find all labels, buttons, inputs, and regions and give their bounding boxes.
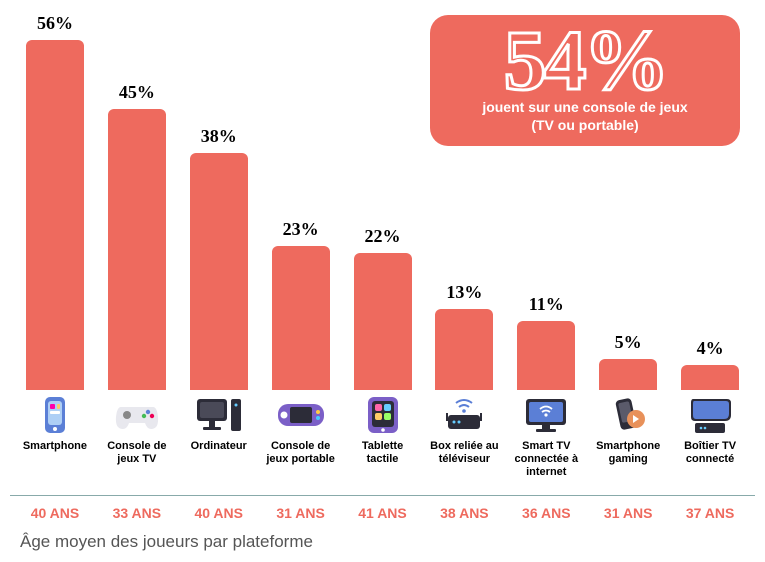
bar-column: 56% (20, 10, 90, 390)
platform-label: Tablette tactile (348, 440, 418, 480)
bar-column: 13% (429, 10, 499, 390)
smarttv-icon (521, 395, 571, 435)
bar-percentage: 45% (119, 82, 155, 103)
bar (26, 40, 84, 390)
handheld-icon (276, 395, 326, 435)
tvbox-icon (685, 395, 735, 435)
bar-column: 45% (102, 10, 172, 390)
age-value: 33 ANS (102, 505, 172, 521)
gamepad-icon (112, 395, 162, 435)
platform-label: Console de jeux portable (266, 440, 336, 480)
icon-cell (593, 395, 663, 435)
chart-subtitle: Âge moyen des joueurs par plateforme (20, 532, 313, 552)
desktop-icon (194, 395, 244, 435)
bar-chart: 56% 45% 38% 23% 22% 13% 11% 5% 4% (20, 10, 745, 390)
bar-column: 11% (511, 10, 581, 390)
bar-percentage: 23% (283, 219, 319, 240)
bar-percentage: 4% (697, 338, 724, 359)
icon-cell (102, 395, 172, 435)
icon-cell (184, 395, 254, 435)
platform-label: Console de jeux TV (102, 440, 172, 480)
bar-percentage: 38% (201, 126, 237, 147)
tablet-icon (358, 395, 408, 435)
age-value: 40 ANS (184, 505, 254, 521)
bar (435, 309, 493, 390)
platform-label: Smartphone gaming (593, 440, 663, 480)
smartphone-icon (30, 395, 80, 435)
bar (599, 359, 657, 390)
bar (681, 365, 739, 390)
bar (190, 153, 248, 391)
bar-column: 4% (675, 10, 745, 390)
age-value: 41 ANS (348, 505, 418, 521)
platform-label: Ordinateur (184, 440, 254, 480)
icon-cell (429, 395, 499, 435)
icons-row (20, 395, 745, 435)
icon-cell (675, 395, 745, 435)
icon-cell (348, 395, 418, 435)
platform-label: Smart TV connectée à internet (511, 440, 581, 480)
age-value: 37 ANS (675, 505, 745, 521)
icon-cell (511, 395, 581, 435)
labels-row: Smartphone Console de jeux TV Ordinateur Co… (20, 440, 745, 480)
age-value: 31 ANS (593, 505, 663, 521)
bar-column: 23% (266, 10, 336, 390)
phone-gaming-icon (603, 395, 653, 435)
bar (272, 246, 330, 390)
bar-column: 5% (593, 10, 663, 390)
icon-cell (266, 395, 336, 435)
age-value: 36 ANS (511, 505, 581, 521)
age-value: 38 ANS (429, 505, 499, 521)
icon-cell (20, 395, 90, 435)
bar (108, 109, 166, 390)
bar-percentage: 56% (37, 13, 73, 34)
platform-label: Box reliée au téléviseur (429, 440, 499, 480)
bar-percentage: 5% (615, 332, 642, 353)
router-icon (439, 395, 489, 435)
bar-percentage: 13% (446, 282, 482, 303)
bar (354, 253, 412, 391)
bar-column: 38% (184, 10, 254, 390)
bar-percentage: 11% (529, 294, 564, 315)
age-value: 40 ANS (20, 505, 90, 521)
bar (517, 321, 575, 390)
platform-label: Boîtier TV connecté (675, 440, 745, 480)
bar-percentage: 22% (365, 226, 401, 247)
age-value: 31 ANS (266, 505, 336, 521)
divider (10, 495, 755, 496)
ages-row: 40 ANS 33 ANS 40 ANS 31 ANS 41 ANS 38 ANS 36 A… (20, 505, 745, 521)
platform-label: Smartphone (20, 440, 90, 480)
bar-column: 22% (348, 10, 418, 390)
